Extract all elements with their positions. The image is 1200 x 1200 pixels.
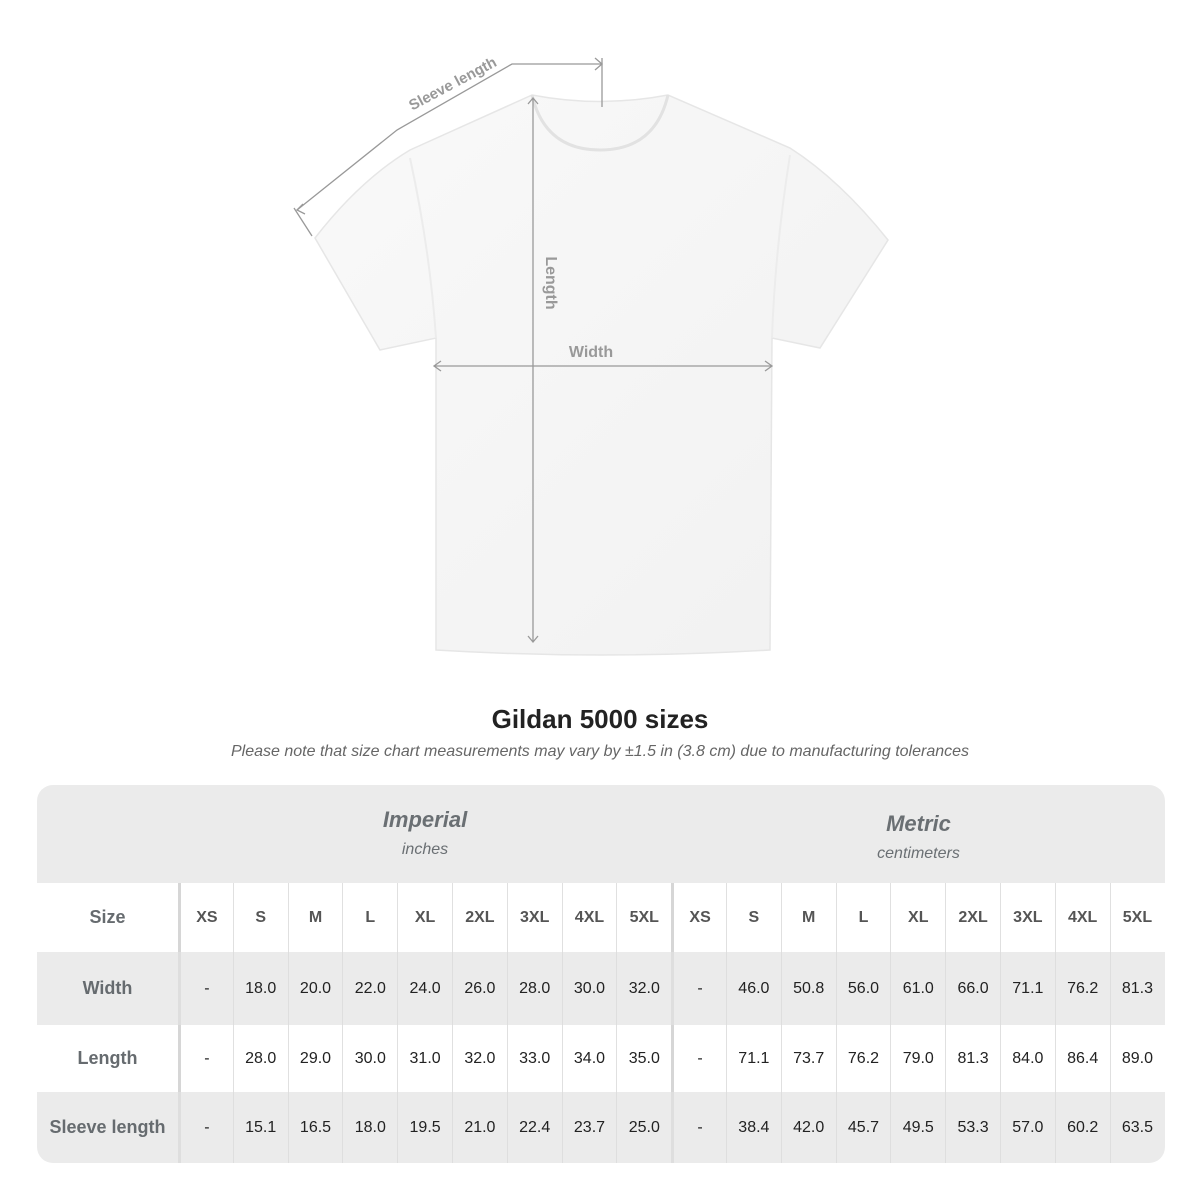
imperial-value-cell: 23.7 (561, 1092, 617, 1163)
width-label: Width (569, 344, 613, 361)
metric-value-cell: 73.7 (780, 1025, 836, 1092)
imperial-value-cell: 31.0 (397, 1025, 452, 1092)
row-label: Width (82, 978, 133, 998)
imperial-value-cell: 34.0 (561, 1025, 617, 1092)
imperial-value-cell: 32.0 (451, 1025, 507, 1092)
size-header-cell: XS (178, 883, 233, 952)
imperial-value-cell: 16.5 (287, 1092, 343, 1163)
metric-value-cell: 46.0 (725, 952, 781, 1025)
size-header-row: Size XS S M L XL 2XL 3XL 4XL 5XL XS S M L XL 2XL 3XL 4XL 5… (37, 883, 1165, 952)
imperial-value-cell: - (178, 952, 233, 1025)
imperial-value-cell: 21.0 (451, 1092, 507, 1163)
metric-value-cell: 89.0 (1109, 1025, 1165, 1092)
size-header-cell: XL (397, 883, 452, 952)
metric-value-cell: 79.0 (890, 1025, 945, 1092)
imperial-value-cell: 26.0 (451, 952, 507, 1025)
imperial-value-cell: - (178, 1025, 233, 1092)
metric-value-cell: 84.0 (999, 1025, 1055, 1092)
sleeve-length-label: Sleeve length (406, 54, 499, 114)
metric-value-cell: 63.5 (1109, 1092, 1165, 1163)
metric-value-cell: - (671, 952, 726, 1025)
row-label: Length (77, 1048, 138, 1068)
imperial-value-cell: 19.5 (397, 1092, 452, 1163)
metric-value-cell: 42.0 (780, 1092, 836, 1163)
metric-value-cell: 53.3 (945, 1092, 1000, 1163)
table-row: Width -18.0 20.0 22.0 24.0 26.0 28.0 30.0 32.0-4… (37, 952, 1165, 1025)
table-row: Length -28.0 29.0 30.0 31.0 32.0 33.0 34.0 35.0-… (37, 1025, 1165, 1092)
imperial-value-cell: 30.0 (561, 952, 617, 1025)
imperial-header: Imperial inches (178, 785, 672, 905)
size-header-cell: S (725, 883, 781, 952)
row-label: Sleeve length (49, 1117, 166, 1137)
size-header-cell: M (287, 883, 343, 952)
size-header-cell: 2XL (451, 883, 507, 952)
size-header-cell: 3XL (999, 883, 1055, 952)
imperial-value-cell: 28.0 (232, 1025, 288, 1092)
metric-value-cell: 66.0 (945, 952, 1000, 1025)
imperial-value-cell: - (178, 1092, 233, 1163)
imperial-value-cell: 22.0 (342, 952, 397, 1025)
imperial-value-cell: 15.1 (232, 1092, 288, 1163)
imperial-value-cell: 35.0 (616, 1025, 671, 1092)
tshirt-shape (314, 94, 889, 656)
size-header-cell: 4XL (561, 883, 617, 952)
metric-value-cell: 61.0 (890, 952, 945, 1025)
imperial-value-cell: 18.0 (342, 1092, 397, 1163)
imperial-unit: inches (401, 841, 449, 858)
imperial-value-cell: 24.0 (397, 952, 452, 1025)
metric-unit: centimeters (877, 845, 960, 862)
tolerance-note: Please note that size chart measurements… (230, 743, 970, 760)
metric-value-cell: 81.3 (1109, 952, 1165, 1025)
size-header-cell: L (342, 883, 397, 952)
imperial-value-cell: 25.0 (616, 1092, 671, 1163)
imperial-value-cell: 20.0 (287, 952, 343, 1025)
size-header-cell: XS (671, 883, 726, 952)
metric-value-cell: 50.8 (780, 952, 836, 1025)
size-header-cell: M (780, 883, 836, 952)
imperial-value-cell: 18.0 (232, 952, 288, 1025)
tshirt-diagram: Sleeve length Length Width (293, 54, 889, 656)
row-label: Size (89, 907, 126, 927)
metric-value-cell: 60.2 (1054, 1092, 1110, 1163)
imperial-value-cell: 33.0 (506, 1025, 562, 1092)
table-row: Sleeve length -15.1 16.5 18.0 19.5 21.0 22.4 23… (37, 1092, 1165, 1163)
metric-value-cell: 38.4 (725, 1092, 781, 1163)
page-title: Gildan 5000 sizes (491, 704, 709, 734)
metric-value-cell: 81.3 (945, 1025, 1000, 1092)
imperial-value-cell: 32.0 (616, 952, 671, 1025)
metric-value-cell: 76.2 (1054, 952, 1110, 1025)
metric-label: Metric (886, 811, 951, 836)
metric-value-cell: - (671, 1092, 726, 1163)
size-table: Imperial inches Metric centimeters Size X… (37, 785, 1165, 1163)
metric-value-cell: - (671, 1025, 726, 1092)
metric-header: Metric centimeters (672, 785, 1165, 909)
metric-value-cell: 45.7 (835, 1092, 891, 1163)
imperial-value-cell: 29.0 (287, 1025, 343, 1092)
metric-value-cell: 56.0 (835, 952, 891, 1025)
length-label: Length (542, 256, 559, 309)
metric-value-cell: 76.2 (835, 1025, 891, 1092)
imperial-label: Imperial (382, 807, 468, 832)
imperial-value-cell: 28.0 (506, 952, 562, 1025)
imperial-value-cell: 30.0 (342, 1025, 397, 1092)
metric-value-cell: 71.1 (999, 952, 1055, 1025)
size-header-cell: XL (890, 883, 945, 952)
metric-value-cell: 49.5 (890, 1092, 945, 1163)
metric-value-cell: 71.1 (725, 1025, 781, 1092)
size-header-cell: L (835, 883, 891, 952)
size-header-cell: S (232, 883, 288, 952)
measurement-lines (293, 57, 774, 644)
size-header-cell: 3XL (506, 883, 562, 952)
metric-value-cell: 57.0 (999, 1092, 1055, 1163)
imperial-value-cell: 22.4 (506, 1092, 562, 1163)
size-header-cell: 5XL (616, 883, 671, 952)
metric-value-cell: 86.4 (1054, 1025, 1110, 1092)
size-header-cell: 4XL (1054, 883, 1110, 952)
size-header-cell: 2XL (945, 883, 1000, 952)
size-header-cell: 5XL (1109, 883, 1165, 952)
